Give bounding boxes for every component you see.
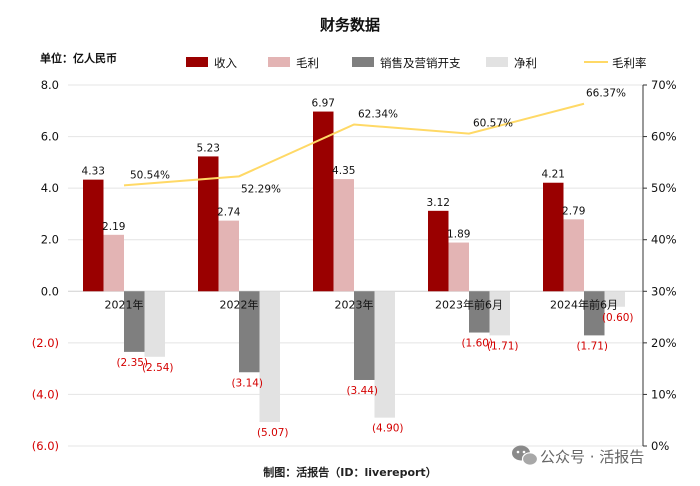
data-label: 4.35 (332, 165, 355, 177)
bar (604, 291, 625, 307)
y2-tick-label: 30% (651, 284, 677, 298)
watermark: 公众号 · 活报告 (512, 445, 644, 466)
bar (313, 111, 334, 292)
y2-tick-label: 50% (651, 181, 677, 195)
bar (563, 219, 584, 292)
bar (543, 182, 564, 292)
watermark-text: 公众号 · 活报告 (540, 448, 644, 466)
footer-caption: 制图：活报告（ID：livereport） (263, 465, 436, 479)
data-labels: 4.33 2.19 (2.35)(2.54) 5.23 2.74 (3.14) (5.07)… (82, 88, 634, 439)
data-label: 2.74 (217, 207, 241, 219)
data-label: (1.60) (461, 338, 493, 350)
data-label: (1.71) (487, 340, 519, 352)
margin-label: 52.29% (241, 183, 281, 195)
data-label: (3.14) (231, 377, 263, 389)
y2-tick-label: 60% (651, 130, 677, 144)
data-label: 5.23 (197, 142, 220, 154)
y2-tick-label: 40% (651, 233, 677, 247)
category-labels: 2021年 2022年 2023年 2023年前6月 2024年前6月 (105, 297, 619, 311)
chart-title: 财务数据 (320, 16, 380, 34)
legend-swatch (352, 57, 374, 67)
data-label: (4.90) (372, 423, 404, 435)
legend: 收入 毛利 销售及营销开支 净利 毛利率 (186, 56, 647, 70)
bar (198, 156, 219, 292)
legend-swatch (268, 57, 290, 67)
y-tick-label: (6.0) (32, 439, 59, 453)
bar (333, 179, 354, 292)
legend-label: 毛利率 (612, 56, 647, 70)
legend-swatch (186, 57, 208, 67)
bar (374, 291, 395, 418)
data-label: 2.19 (102, 221, 125, 233)
legend-label: 净利 (514, 56, 537, 70)
data-label: 1.89 (447, 229, 470, 241)
legend-label: 毛利 (296, 56, 319, 70)
y2-tick-label: 70% (651, 78, 677, 92)
category-label: 2022年 (220, 297, 259, 311)
data-label: (1.71) (576, 340, 608, 352)
data-label: 4.33 (82, 166, 105, 178)
unit-label: 单位：亿人民币 (40, 51, 117, 65)
bars (83, 111, 625, 423)
data-label: 3.12 (427, 197, 450, 209)
bar (354, 291, 375, 380)
data-label: 6.97 (312, 98, 335, 110)
bar (584, 291, 605, 336)
margin-label: 50.54% (130, 169, 170, 181)
y-tick-label: 0.0 (41, 284, 59, 298)
y2-tick-label: 20% (651, 336, 677, 350)
margin-label: 66.37% (586, 88, 626, 100)
y2-tick-label: 10% (651, 387, 677, 401)
data-label: 4.21 (542, 169, 565, 181)
data-label: (2.35) (116, 357, 148, 369)
data-label: (5.07) (257, 427, 289, 439)
data-label: 2.79 (562, 205, 585, 217)
data-label: (3.44) (346, 385, 378, 397)
y-axis-right: 0% 10% 20% 30% 40% 50% 60% 70% (642, 78, 677, 453)
bar (428, 210, 449, 292)
margin-label: 62.34% (358, 109, 398, 121)
y2-tick-label: 0% (651, 439, 669, 453)
bar (259, 291, 280, 423)
legend-label: 销售及营销开支 (380, 56, 461, 70)
category-label: 2023年前6月 (435, 297, 503, 311)
legend-label: 收入 (214, 56, 237, 70)
legend-swatch (486, 57, 508, 67)
bar (124, 291, 145, 352)
margin-line-path (123, 102, 585, 187)
margin-line (123, 102, 585, 187)
y-tick-label: (2.0) (32, 336, 59, 350)
bar (144, 291, 165, 357)
data-label: (0.60) (602, 312, 634, 324)
bar (218, 220, 239, 292)
y-tick-label: 6.0 (41, 130, 59, 144)
bar (239, 291, 260, 373)
margin-label: 60.57% (473, 118, 513, 130)
y-tick-label: 2.0 (41, 233, 59, 247)
bar (448, 242, 469, 292)
wechat-icon (512, 445, 539, 466)
bar (83, 179, 104, 292)
bar (103, 234, 124, 292)
category-label: 2023年 (335, 297, 374, 311)
bar (469, 291, 490, 333)
y-tick-label: 8.0 (41, 78, 59, 92)
category-label: 2024年前6月 (550, 297, 618, 311)
y-tick-label: 4.0 (41, 181, 59, 195)
y-axis-left: (6.0) (4.0) (2.0) 0.0 2.0 4.0 6.0 8.0 (32, 78, 59, 453)
bar (489, 291, 510, 336)
category-label: 2021年 (105, 297, 144, 311)
y-tick-label: (4.0) (32, 387, 59, 401)
data-label: (2.54) (142, 362, 174, 374)
